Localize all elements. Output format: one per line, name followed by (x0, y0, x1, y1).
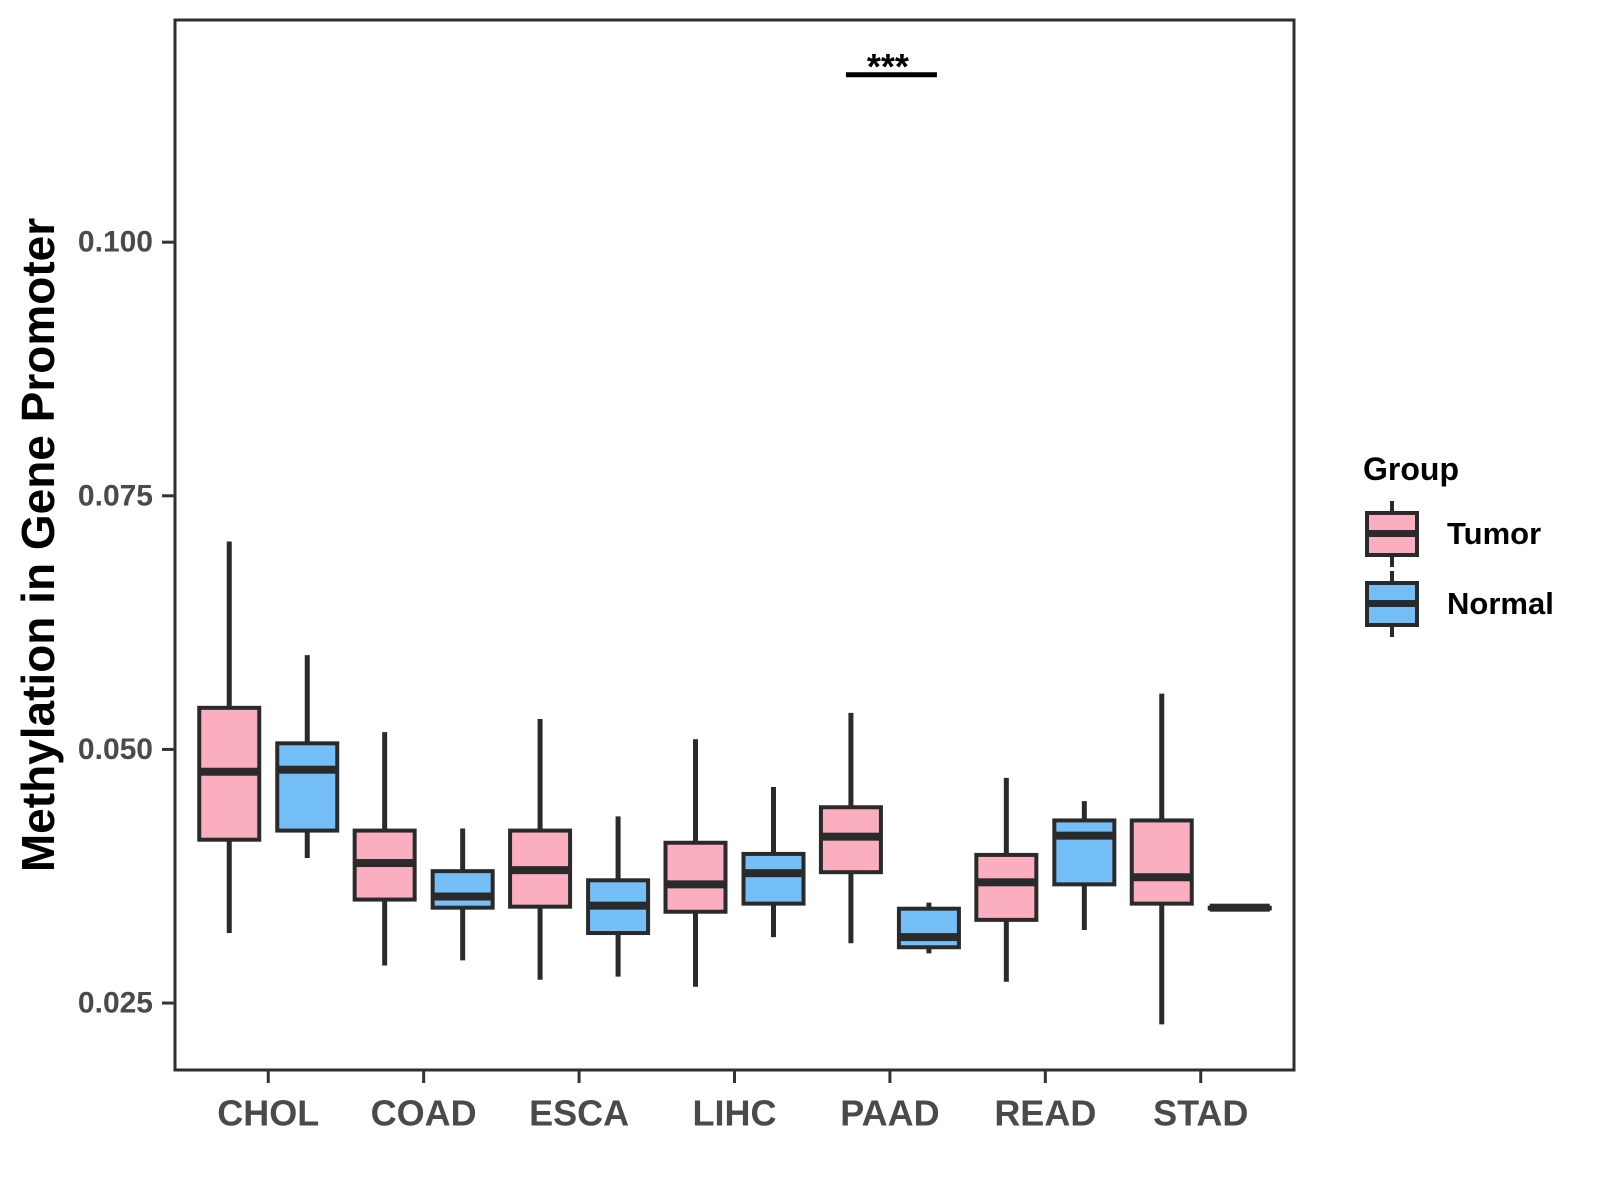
boxplot-STAD-Tumor (1129, 693, 1194, 1025)
median-line (199, 767, 260, 776)
y-tick-label: 0.075 (78, 479, 153, 512)
x-tick-label: LIHC (693, 1093, 777, 1134)
median-line (1131, 873, 1192, 882)
legend-label-normal: Normal (1447, 586, 1554, 621)
median-line (743, 869, 804, 878)
boxplot-READ-Tumor (974, 777, 1039, 982)
x-tick-label: PAAD (840, 1093, 939, 1134)
x-tick-label: ESCA (529, 1093, 629, 1134)
legend-label-tumor: Tumor (1447, 516, 1542, 551)
y-tick-label: 0.050 (78, 733, 153, 766)
median-line (976, 878, 1037, 887)
y-tick-label: 0.100 (78, 226, 153, 259)
box (896, 906, 961, 950)
y-axis-title: Methylation in Gene Promoter (12, 217, 64, 873)
boxplot-LIHC-Tumor (663, 739, 728, 987)
legend: Group Tumor Normal (1363, 451, 1554, 639)
box (275, 741, 340, 833)
boxplot-key-icon (1365, 571, 1419, 637)
box (741, 851, 806, 906)
boxplot-CHOL-Tumor (197, 541, 262, 934)
plot-panel (173, 18, 1296, 1072)
x-tick-label: COAD (371, 1093, 477, 1134)
boxplot-COAD-Normal (430, 828, 495, 961)
boxplot-key-icon (1365, 501, 1419, 567)
box (1052, 818, 1117, 887)
boxplot-PAAD-Tumor (818, 712, 883, 944)
median-line (277, 765, 338, 774)
box (430, 869, 495, 910)
boxplot-PAAD-Normal (896, 902, 961, 954)
boxplot-CHOL-Normal (275, 655, 340, 858)
boxplot-ESCA-Normal (586, 816, 651, 977)
median-line (588, 901, 649, 910)
boxplot-READ-Normal (1052, 801, 1117, 930)
legend-title: Group (1363, 451, 1459, 487)
median-line (354, 859, 415, 868)
box (974, 852, 1039, 922)
median-line (820, 832, 881, 841)
boxplot-STAD-Normal (1207, 903, 1272, 912)
y-tick-label: 0.025 (78, 987, 153, 1020)
x-tick-label: STAD (1153, 1093, 1248, 1134)
boxplot-ESCA-Tumor (508, 718, 573, 980)
x-tick-label: CHOL (217, 1093, 319, 1134)
x-tick-label: READ (994, 1093, 1096, 1134)
median-line (510, 866, 571, 875)
median-line (432, 892, 493, 901)
median-line (1209, 903, 1270, 912)
boxplot-COAD-Tumor (352, 732, 417, 966)
legend-item-normal: Normal (1363, 569, 1554, 639)
box (663, 840, 728, 914)
legend-item-tumor: Tumor (1363, 499, 1554, 569)
significance-stars: *** (867, 46, 909, 87)
box (1129, 818, 1194, 906)
boxplot-LIHC-Normal (741, 786, 806, 938)
median-line (665, 880, 726, 889)
median-line (1054, 831, 1115, 840)
median-line (898, 933, 959, 942)
